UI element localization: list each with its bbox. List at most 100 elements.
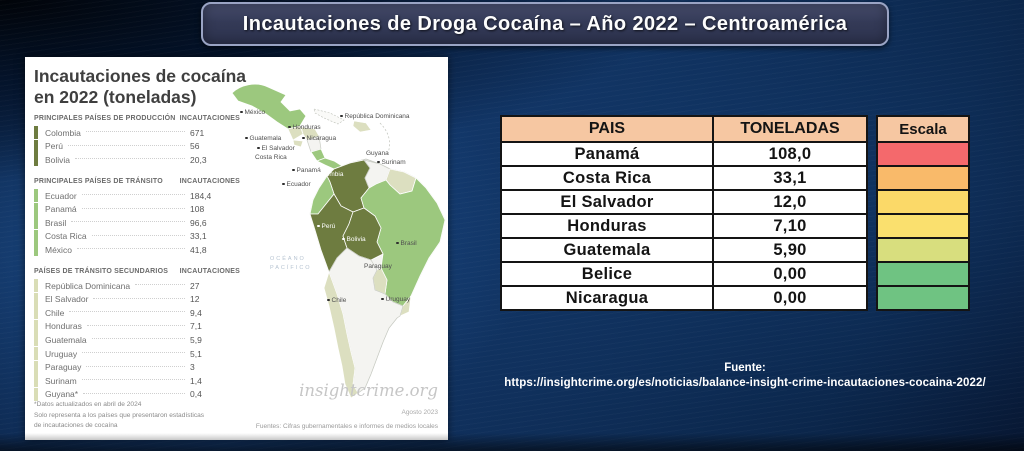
legend-item-leader [81,378,185,381]
legend-item-name: Honduras [45,321,82,332]
cell-escala-swatch [876,213,970,239]
capital-dot-icon [342,237,345,240]
legend-section-title: PRINCIPALES PAÍSES DE TRÁNSITO [34,177,163,185]
legend-item: Perú 56 [34,139,240,154]
map-label-chile: Chile [327,297,346,305]
legend-sections: PRINCIPALES PAÍSES DE PRODUCCIÓN INCAUTAC… [34,115,240,412]
map-island-hispaniola [352,120,372,133]
legend-color-bar [34,139,38,153]
legend-item-leader [75,157,185,160]
escala-row [876,237,970,263]
capital-dot-icon [381,297,384,300]
slide-title-bar: Incautaciones de Droga Cocaína – Año 202… [201,2,889,46]
capital-dot-icon [377,160,380,163]
legend-item-value: 5,9 [190,334,202,345]
legend-item-value: 7,1 [190,321,202,332]
escala-row [876,165,970,191]
legend-item-name: Costa Rica [45,231,87,242]
capital-dot-icon [327,298,330,301]
legend-item-value: 671 [190,127,205,138]
cell-toneladas: 0,00 [712,261,868,287]
legend-item-name: México [45,244,72,255]
legend-item-leader [86,324,185,326]
cell-toneladas: 7,10 [712,213,868,239]
map-svg [231,83,446,399]
source-url-link[interactable]: https://insightcrime.org/es/noticias/bal… [504,377,986,389]
cell-toneladas: 33,1 [712,165,868,191]
legend-item-value: 9,4 [190,307,202,318]
legend-item: Colombia 671 [34,126,240,140]
cell-escala-swatch [876,285,970,311]
capital-dot-icon [340,114,343,117]
legend-item-leader [67,144,185,146]
legend-color-bar [34,202,38,216]
map-label-bolivia: Bolivia [342,236,366,244]
legend-item-leader [86,365,185,367]
legend-item-value: 56 [190,141,200,152]
legend-item: Guyana* 0,4 [34,387,240,402]
cell-pais: Belice [500,261,714,287]
cell-pais: Nicaragua [500,285,714,311]
capital-dot-icon [317,224,320,227]
legend-item-leader [81,207,185,209]
map-label-rep-blica-dominicana: República Dominicana [340,113,410,121]
legend-item-leader [69,310,185,313]
legend-item-name: Paraguay [45,362,82,373]
capital-dot-icon [257,146,260,149]
map-country-mexico [231,83,307,130]
table-row: Costa Rica 33,1 [500,165,868,191]
table-row: Belice 0,00 [500,261,868,287]
map-label-paraguay: Paraguay [364,263,392,270]
legend-item-value: 27 [190,280,200,291]
table-row: Honduras 7,10 [500,213,868,239]
legend-item-name: Panamá [45,204,77,215]
legend-item: Surinam 1,4 [34,374,240,388]
legend-item: República Dominicana 27 [34,279,240,293]
legend-item-value: 96,6 [190,217,207,228]
cell-pais: Costa Rica [500,165,714,191]
legend-value-header: INCAUTACIONES [179,267,240,275]
cell-pais: Panamá [500,141,714,167]
slide-title: Incautaciones de Droga Cocaína – Año 202… [242,12,848,35]
legend-item: Honduras 7,1 [34,319,240,334]
legend-item-name: Bolivia [45,154,71,165]
source-block: Fuente: https://insightcrime.org/es/noti… [480,362,1010,389]
legend-item-leader [83,392,185,394]
map-label-costa-rica: Costa Rica [255,154,287,161]
map-country-bolivia [342,207,384,261]
legend-item-leader [76,247,185,250]
legend-item-value: 184,4 [190,190,212,201]
legend-item: Bolivia 20,3 [34,153,240,167]
map-label-el-salvador: El Salvador [257,145,295,153]
map-label-brasil: Brasil [396,240,417,248]
map-label-uruguay: Uruguay [381,296,410,304]
map-sources: Fuentes: Cifras gubernamentales e inform… [255,423,438,430]
map-date: Agosto 2023 [401,409,438,416]
legend-item-value: 108 [190,204,205,215]
legend-value-header: INCAUTACIONES [179,177,240,185]
legend-color-bar [34,374,38,388]
legend-color-bar [34,347,38,361]
legend-item-name: Guyana* [45,389,79,400]
seizures-table: PAIS TONELADAS Panamá 108,0 Costa Rica 33,1… [500,115,868,311]
legend-color-bar [34,216,38,230]
infographic-footnote: *Datos actualizados en abril de 2024 Sol… [34,401,205,429]
legend-section-header: PAÍSES DE TRÁNSITO SECUNDARIOS INCAUTACIO… [34,268,240,275]
col-header-toneladas: TONELADAS [712,115,868,143]
legend-color-bar [34,333,38,347]
legend-value-header: INCAUTACIONES [179,115,240,122]
map-label-colombia: Colombia [316,171,344,178]
legend-item-leader [71,220,185,223]
legend-item: México 41,8 [34,243,240,257]
legend-item-name: Brasil [45,217,67,228]
legend-item: Uruguay 5,1 [34,347,240,361]
escala-row [876,261,970,287]
cell-toneladas: 12,0 [712,189,868,215]
legend-item: Guatemala 5,9 [34,333,240,347]
legend-section-header: PRINCIPALES PAÍSES DE TRÁNSITO INCAUTACIO… [34,178,240,185]
map-label-guatemala: Guatemala [245,135,281,143]
legend-color-bar [34,126,38,140]
escala-table: Escala [876,115,970,311]
legend-color-bar [34,229,38,243]
legend-item-name: Ecuador [45,190,77,201]
